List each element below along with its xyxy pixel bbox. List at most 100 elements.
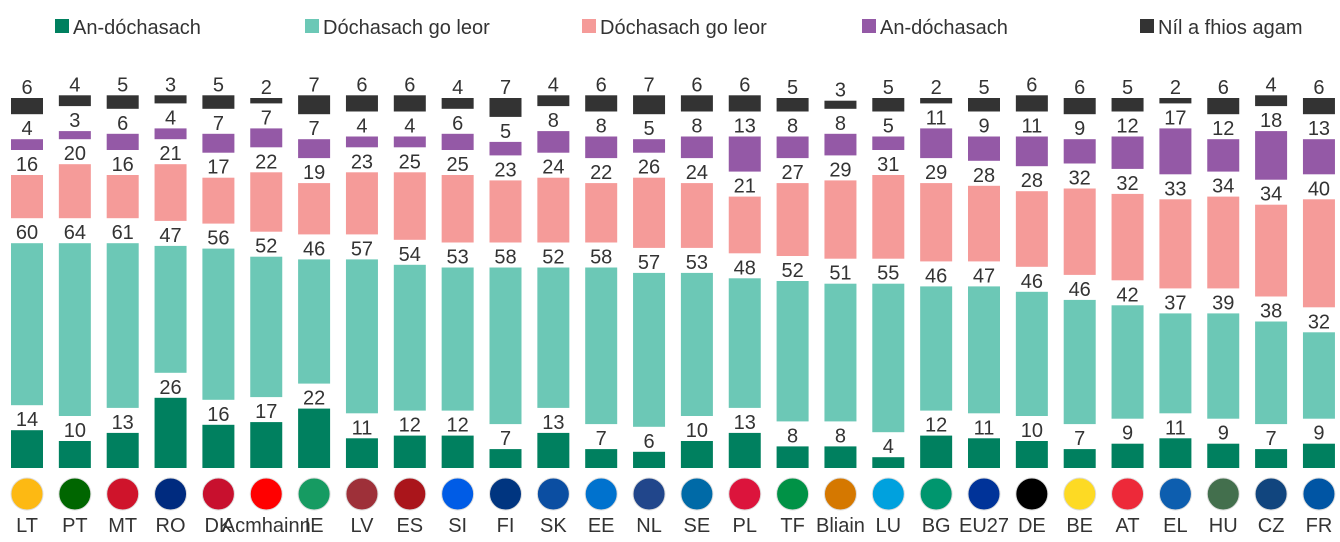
value-label: 7	[500, 428, 511, 450]
bar-segment	[968, 185, 1000, 262]
bar-segment	[633, 451, 666, 468]
value-label: 33	[1164, 178, 1186, 200]
value-label: 22	[590, 162, 612, 184]
value-label: 40	[1308, 178, 1330, 200]
bar-segment	[728, 136, 761, 172]
bar-segment	[202, 424, 235, 468]
value-label: 17	[255, 401, 277, 423]
bar-segment	[250, 98, 283, 104]
value-label: 7	[309, 118, 320, 140]
value-label: 8	[596, 116, 607, 138]
bar-segment	[633, 177, 666, 248]
bar-segment	[202, 133, 235, 153]
value-label: 10	[1021, 420, 1043, 442]
value-label: 4	[1266, 74, 1277, 96]
bar-segment	[441, 133, 474, 150]
bar-segment	[154, 397, 187, 468]
bar-segment	[154, 164, 187, 221]
x-tick-label: Bliain	[816, 515, 865, 537]
bar-segment	[58, 441, 91, 468]
value-label: 8	[835, 425, 846, 447]
x-tick-label: DK	[205, 515, 233, 537]
bar-segment	[489, 98, 522, 117]
bar-segment	[920, 286, 953, 411]
bar-segment	[441, 175, 474, 243]
bar-segment	[728, 95, 761, 112]
bar-segment	[1015, 291, 1048, 416]
bar-segment	[1111, 136, 1144, 169]
value-label: 11	[974, 417, 995, 439]
legend-label: An-dóchasach	[880, 17, 1008, 39]
x-tick-label: HU	[1209, 515, 1238, 537]
value-label: 12	[925, 415, 947, 437]
x-tick-label: LU	[876, 515, 902, 537]
bar-segment	[1302, 332, 1335, 419]
flag	[967, 477, 1001, 511]
x-tick-label: NL	[636, 515, 662, 537]
value-label: 2	[1170, 77, 1181, 99]
bar-segment	[585, 95, 618, 112]
value-label: 5	[643, 118, 654, 140]
value-label: 5	[213, 74, 224, 96]
value-label: 39	[1212, 292, 1234, 314]
bar-segment	[489, 180, 522, 243]
value-label: 4	[21, 118, 32, 140]
bar-segment	[250, 128, 283, 148]
x-tick-label: FI	[497, 515, 515, 537]
bar-segment	[202, 95, 235, 109]
bar-segment	[250, 422, 283, 468]
bar-segment	[298, 95, 331, 115]
bar-segment	[680, 272, 713, 416]
value-label: 11	[352, 417, 373, 439]
value-label: 8	[787, 425, 798, 447]
value-label: 3	[835, 80, 846, 102]
bar-segment	[1302, 443, 1335, 468]
value-label: 46	[303, 238, 325, 260]
value-label: 8	[835, 113, 846, 135]
bar-segment	[776, 98, 809, 112]
flag	[823, 477, 857, 511]
x-tick-label: LT	[16, 515, 38, 537]
flag	[680, 477, 714, 511]
bar-segment	[250, 172, 283, 232]
value-label: 6	[1218, 77, 1229, 99]
x-tick-label: SE	[684, 515, 711, 537]
bar-segment	[1207, 443, 1240, 468]
legend-swatch	[582, 19, 596, 33]
legend-swatch	[862, 19, 876, 33]
bar-segment	[1159, 98, 1192, 104]
x-tick-label: LV	[350, 515, 374, 537]
legend-label: Níl a fhios agam	[1158, 17, 1303, 39]
value-label: 23	[351, 151, 373, 173]
value-label: 52	[781, 260, 803, 282]
value-label: 7	[261, 107, 272, 129]
bar-segment	[920, 435, 953, 468]
bar-segment	[58, 164, 91, 219]
value-label: 53	[686, 252, 708, 274]
bar-segment	[11, 139, 43, 150]
bar-segment	[872, 175, 905, 259]
flag	[919, 477, 953, 511]
value-label: 13	[1308, 118, 1330, 140]
value-label: 16	[112, 154, 134, 176]
flag	[1015, 477, 1049, 511]
flag	[776, 477, 810, 511]
bar-segment	[1159, 199, 1192, 289]
bar-segment	[1063, 299, 1096, 425]
value-label: 16	[16, 154, 38, 176]
value-label: 11	[1165, 417, 1186, 439]
value-label: 29	[925, 162, 947, 184]
bar-segment	[776, 281, 809, 422]
value-label: 32	[1069, 168, 1091, 190]
bar-segment	[824, 133, 857, 156]
value-label: 3	[69, 110, 80, 132]
bar-segment	[1255, 204, 1288, 297]
value-label: 46	[1069, 279, 1091, 301]
value-label: 47	[159, 225, 181, 247]
value-label: 42	[1116, 284, 1138, 306]
bar-segment	[728, 432, 761, 468]
value-label: 9	[1218, 423, 1229, 445]
value-label: 13	[542, 412, 564, 434]
legend-label: An-dóchasach	[73, 17, 201, 39]
bar-segment	[585, 183, 618, 243]
